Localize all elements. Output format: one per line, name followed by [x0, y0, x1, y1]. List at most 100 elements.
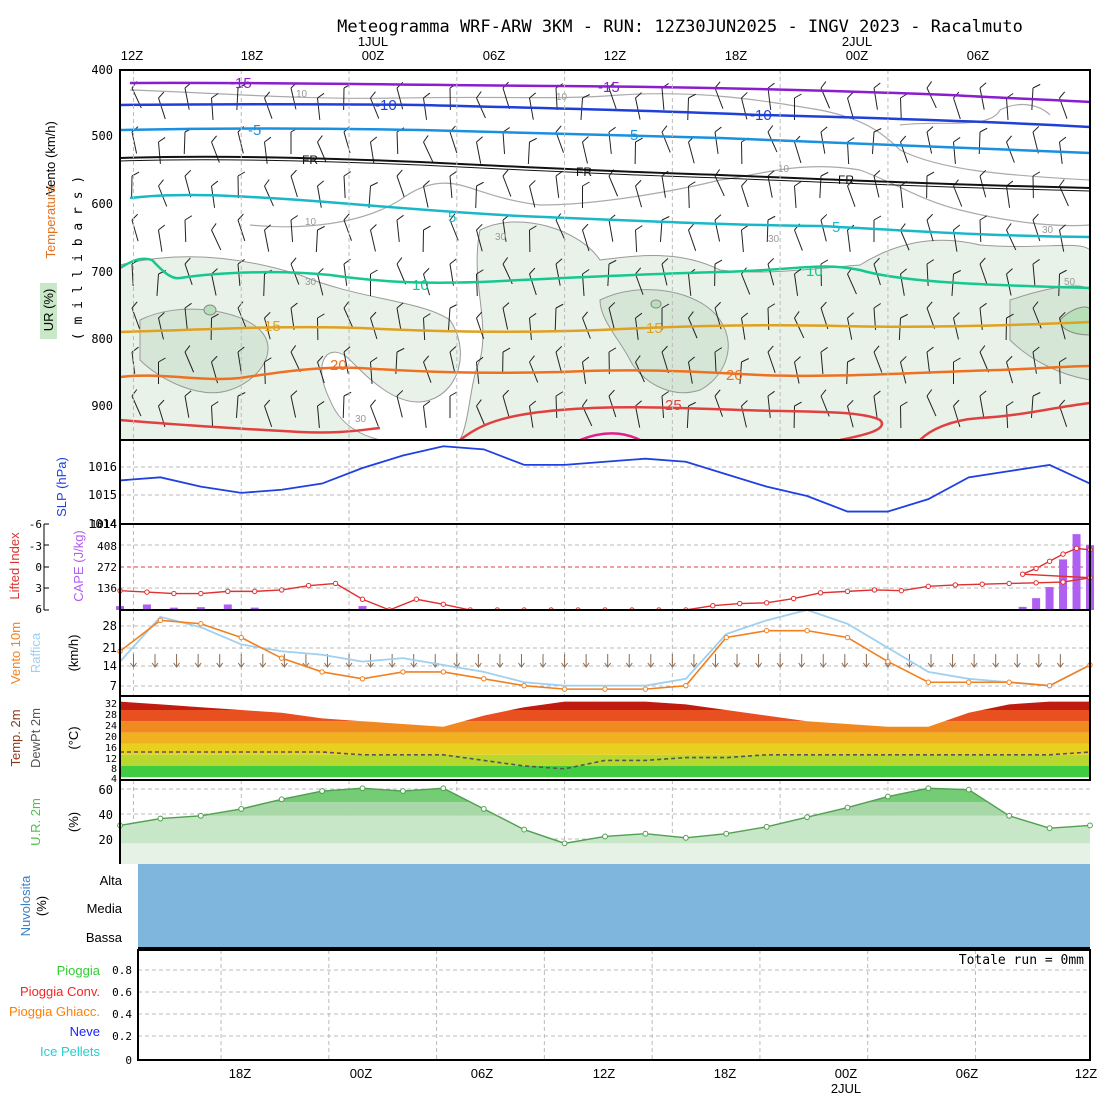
temp-tick: 16 [105, 743, 117, 754]
cape-tick-top: 1014 [91, 518, 118, 531]
rh-point [1087, 822, 1093, 829]
iso-label: 5 [448, 209, 456, 226]
wind-barb [714, 347, 723, 374]
wind-point [966, 679, 972, 685]
wind-barb [423, 267, 431, 296]
li-point [763, 600, 770, 606]
wind-barb [502, 302, 510, 330]
wind-barb [820, 214, 828, 242]
rh-labels: 10 10 10 10 30 30 30 30 30 50 [296, 89, 1076, 425]
wind-arrow [647, 654, 655, 668]
wind-barb [1032, 213, 1041, 242]
temp-tick: 4 [111, 774, 117, 785]
rh-10-contour-2 [249, 166, 1091, 228]
time-label: 06Z [483, 48, 505, 63]
wind-barb [555, 258, 563, 286]
p-tick: 800 [91, 332, 113, 346]
wind10m-line [117, 617, 1093, 692]
bottom-time-axis: 18Z 00Z 06Z 12Z 18Z 00Z 06Z 12Z 2JUL [229, 1066, 1097, 1096]
wind-point [885, 658, 891, 665]
cape-tick: 136 [97, 582, 117, 595]
wind-barb [1006, 223, 1017, 251]
wind-arrow [388, 654, 396, 668]
rh-unit-label: (%) [66, 812, 81, 832]
cape-bar [1045, 587, 1054, 610]
li-axis [43, 523, 49, 611]
slp-tick: 1014 [88, 517, 117, 531]
wind-barbs [131, 81, 1069, 429]
wind-barb [926, 301, 935, 329]
rh-10-contour [129, 89, 1091, 181]
rh-tick: 40 [99, 808, 113, 822]
precip-tick: 0.2 [112, 1030, 132, 1043]
wind-barb [158, 91, 166, 120]
li-point [710, 603, 716, 609]
wind-barb [847, 312, 854, 340]
wind-barb [423, 313, 431, 340]
iso-label: -15 [230, 75, 252, 92]
wind-barb [767, 125, 778, 153]
wind-point [561, 686, 568, 692]
wind-arrow [130, 654, 137, 668]
cape-tick: 408 [97, 540, 117, 553]
wind-unit-label: (km/h) [66, 635, 81, 672]
wind-frame-bg [120, 610, 1090, 696]
wind-barb [979, 257, 988, 285]
wind-barb [184, 302, 192, 330]
wind-barb [370, 91, 380, 119]
wind-barb [979, 390, 987, 418]
wind-barb [476, 399, 486, 427]
slp-line [119, 445, 1091, 513]
li-point [817, 590, 824, 596]
rh-30-area [119, 256, 461, 441]
wind-barb [555, 125, 564, 153]
wind-barb [290, 345, 301, 373]
wind-barb [582, 181, 590, 208]
wind-arrow [690, 654, 698, 668]
isotherm-m5 [119, 127, 1091, 155]
li-point [225, 588, 231, 595]
wind-barb [926, 389, 937, 417]
wind10m-label: Vento 10m [8, 622, 23, 684]
li-point [898, 587, 905, 594]
wind-barb [767, 345, 776, 373]
wind-barb [979, 169, 987, 198]
wind-barb [661, 345, 669, 374]
wind-barb [370, 357, 378, 384]
wind-point [521, 682, 527, 689]
wind-barb [211, 223, 222, 251]
gust-line [119, 609, 1091, 687]
isotherm-labels: -15 -15 -10 -10 -5 -5 FR FR FR 5 5 10 10… [230, 75, 854, 414]
wind-barb [659, 216, 670, 242]
wind-barb [502, 347, 511, 375]
wind-barb [423, 135, 434, 163]
wind-barb [343, 346, 351, 374]
wind-barb [794, 311, 805, 339]
slp-grid [120, 440, 1090, 524]
wind-barb [423, 180, 430, 208]
wind-arrow [776, 654, 784, 668]
wind-barb [635, 179, 643, 208]
rh-point [440, 785, 447, 792]
li-tick: -6 [29, 518, 42, 531]
wind-barb [1059, 179, 1069, 207]
rh-10-contour-3 [899, 103, 1051, 126]
cape-bar [169, 607, 178, 610]
wind-barb [582, 356, 590, 384]
wind-point [1006, 679, 1012, 685]
time-label: 06Z [967, 48, 989, 63]
wind-arrow [733, 654, 741, 668]
wind-barb [449, 391, 458, 418]
wind-barb [926, 126, 934, 154]
li-point [1073, 545, 1080, 552]
time-label: 00Z [362, 48, 384, 63]
wind-barb [926, 259, 935, 286]
wind-barb [290, 169, 298, 198]
wind-arrow [367, 654, 374, 668]
wind-barb [794, 181, 802, 208]
wind-barb [1059, 399, 1068, 427]
wind-barb [847, 399, 854, 428]
wind-barb [582, 136, 589, 164]
li-point [1006, 580, 1012, 587]
wind-arrow [216, 654, 224, 668]
